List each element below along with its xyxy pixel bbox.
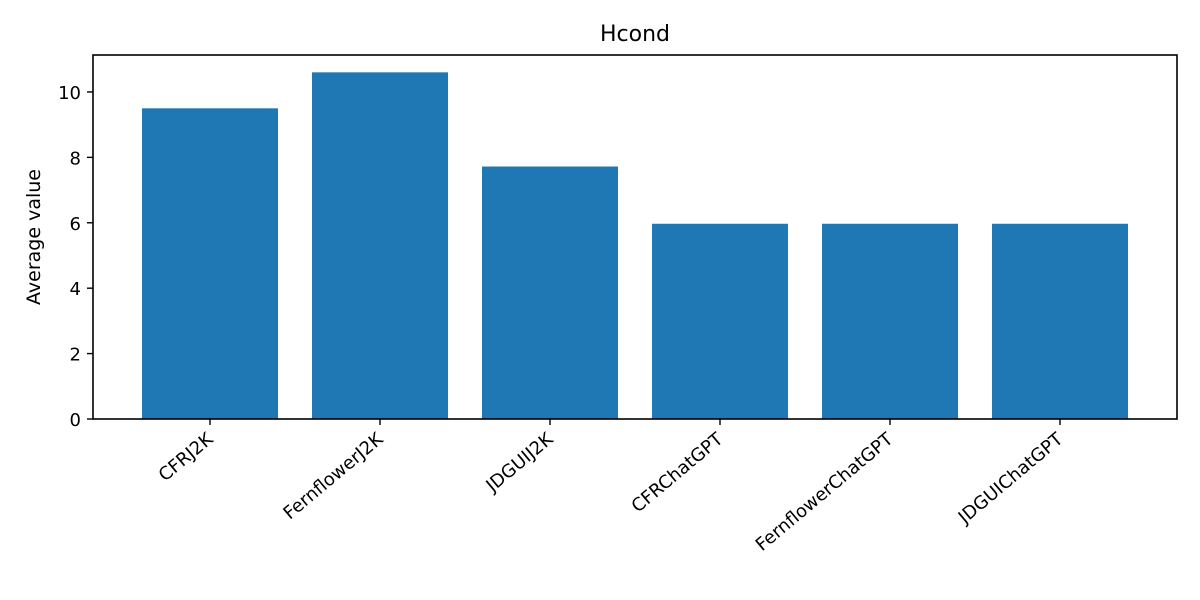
y-tick-label: 4 [70,279,81,300]
bar-CFRJ2K [142,108,278,420]
x-tick-label: CFRJ2K [155,428,218,486]
y-tick-label: 2 [70,345,81,366]
x-tick-label: JDGUIJ2K [482,428,559,497]
bar-CFRChatGPT [652,223,788,419]
x-tick-label: JDGUIChatGPT [954,428,1068,529]
x-tick-label: FernflowerChatGPT [752,428,898,556]
x-tick-label: CFRChatGPT [628,428,728,517]
plot-frame [92,54,1178,420]
y-axis: 0 2 4 6 8 10 [58,83,93,431]
x-tick-label: FernflowerJ2K [279,428,388,524]
bar-FernflowerJ2K [312,72,448,419]
chart-title: Hcond [600,22,670,47]
bar-FernflowerChatGPT [822,223,958,419]
x-axis: CFRJ2K FernflowerJ2K JDGUIJ2K CFRChatGPT Fer… [155,419,1068,556]
y-tick-label: 10 [58,83,81,104]
y-tick-label: 0 [70,410,81,431]
bars-group [142,72,1128,420]
bar-JDGUIJ2K [482,166,618,419]
y-axis-label: Average value [23,169,45,305]
y-tick-label: 6 [70,214,81,235]
bar-JDGUIChatGPT [992,223,1128,419]
y-tick-label: 8 [70,148,81,169]
